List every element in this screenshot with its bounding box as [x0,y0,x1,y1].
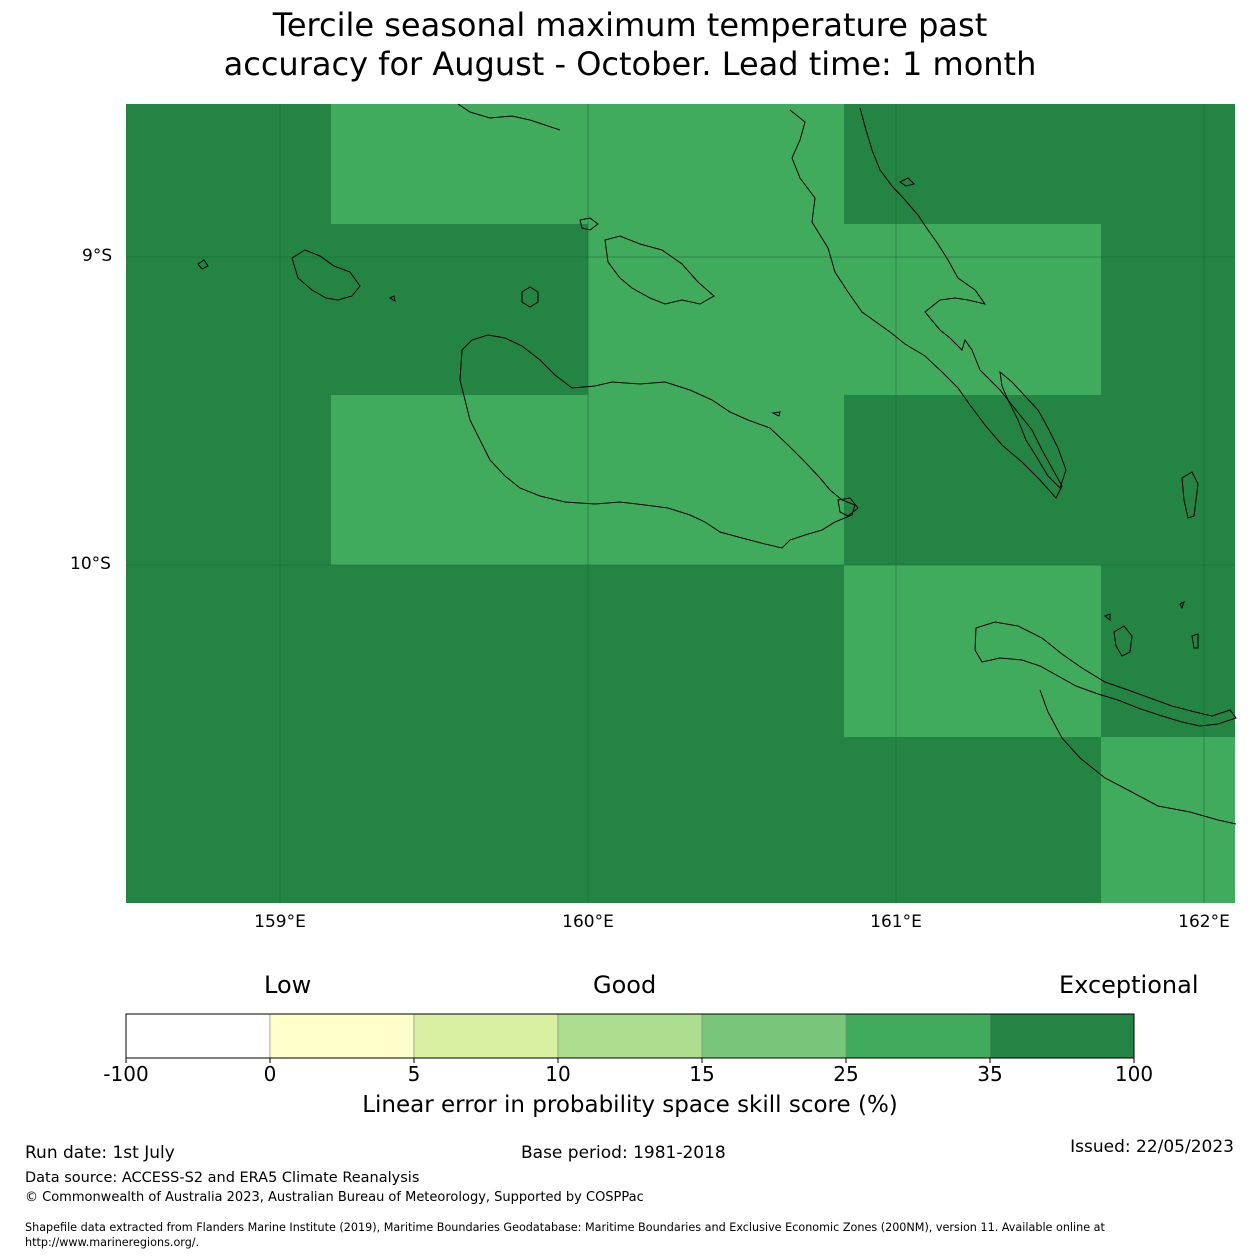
small-island-7 [1179,601,1185,610]
small-island-2 [388,295,396,303]
grid-cell [588,224,844,395]
issued-date: Issued: 22/05/2023 [1070,1137,1234,1157]
grid-cell [588,104,844,224]
grid-cell [126,395,331,565]
lat-label-10s: 10°S [70,554,111,574]
grid-cell [331,565,588,737]
colorbar-tick: 10 [545,1062,571,1086]
skill-grid [126,104,1235,903]
colorbar-segment [701,1013,847,1059]
savo-coastline [521,286,539,308]
uki-coastline [1113,625,1133,657]
title-line-2: accuracy for August - October. Lead time… [223,45,1037,83]
colorbar-tick: 0 [263,1062,277,1086]
grid-cell [126,737,331,903]
colorbar-segment [125,1013,271,1059]
coastlines [197,103,1237,825]
russell-islands-coastline [291,249,361,301]
colorbar-tick: 15 [689,1062,715,1086]
colorbar-segment [269,1013,415,1059]
grid-cell [1101,224,1235,395]
chart-title: Tercile seasonal maximum temperature pas… [0,6,1260,84]
category-label-exceptional: Exceptional [1059,971,1199,999]
grid-cell [126,104,331,224]
grid-cell [331,104,588,224]
colorbar-tick: 5 [407,1062,421,1086]
grid-cell [126,224,331,395]
colorbar-tick: 25 [833,1062,859,1086]
grid-cell [1101,565,1235,737]
makira-coastline [974,621,1237,727]
shapefile-credit-1: Shapefile data extracted from Flanders M… [25,1221,1105,1234]
colorbar-border [125,1013,1135,1059]
colorbar-segment [989,1013,1135,1059]
grid-cell [1101,104,1235,224]
small-island-4 [837,497,859,517]
lon-label-159e: 159°E [254,912,306,932]
base-period: Base period: 1981-2018 [521,1143,726,1163]
ulawa-coastline [1181,471,1199,519]
grid-cell [588,737,844,903]
copyright: © Commonwealth of Australia 2023, Austra… [25,1190,644,1205]
grid-cell [588,395,844,565]
colorbar-segment [845,1013,991,1059]
small-malaita-coastline [999,370,1067,489]
category-label-low: Low [264,971,312,999]
grid-cell [331,737,588,903]
colorbar-segment [413,1013,559,1059]
grid-cell [1101,737,1235,903]
small-island-9 [899,177,915,187]
guadalcanal-coastline [459,334,856,549]
small-island-8 [1191,633,1199,649]
grid-cell [126,565,331,737]
grid-cell [844,737,1101,903]
grid-cell [844,224,1101,395]
lon-label-160e: 160°E [562,912,614,932]
grid-cell [844,104,1101,224]
makira-tail-coastline [1039,689,1237,825]
lon-label-161e: 161°E [870,912,922,932]
colorbar-tick: 35 [977,1062,1003,1086]
category-label-good: Good [593,971,657,999]
florida-islands-coastline [604,235,715,305]
lat-label-9s: 9°S [82,246,113,266]
colorbar-segment [557,1013,703,1059]
small-island-1 [197,259,209,270]
grid-cell [331,395,588,565]
colorbar [125,1013,1135,1063]
santa-isabel-coastline [457,103,561,131]
small-island-5 [771,411,781,417]
title-line-1: Tercile seasonal maximum temperature pas… [272,6,988,44]
grid-cell [588,565,844,737]
malaita-coastline [789,107,1063,499]
run-date: Run date: 1st July [25,1143,175,1163]
grid-cell [844,565,1101,737]
colorbar-tick: -100 [103,1062,149,1086]
small-island-3 [579,217,599,231]
colorbar-title: Linear error in probability space skill … [362,1092,898,1118]
small-island-6 [1104,613,1111,622]
data-source: Data source: ACCESS-S2 and ERA5 Climate … [25,1170,420,1186]
lon-label-162e: 162°E [1178,912,1230,932]
shapefile-credit-2: http://www.marineregions.org/. [25,1236,200,1249]
grid-cell [1101,395,1235,565]
colorbar-tick: 100 [1114,1062,1154,1086]
grid-cell [331,224,588,395]
